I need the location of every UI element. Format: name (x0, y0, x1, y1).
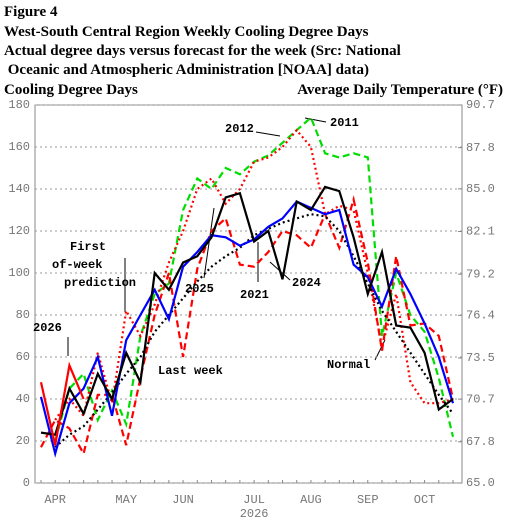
y2-tick-label: 79.2 (466, 267, 495, 281)
x-tick-label: APR (44, 493, 66, 507)
y-tick-label: 80 (16, 308, 30, 322)
y2-tick-label: 73.5 (466, 351, 495, 365)
y-tick-label: 40 (16, 392, 30, 406)
x-tick-label: OCT (414, 493, 436, 507)
y2-tick-label: 67.8 (466, 435, 495, 449)
y2-tick-label: 70.7 (466, 392, 495, 406)
series-line (39, 200, 455, 458)
plot-frame (34, 104, 463, 484)
series-line (54, 128, 454, 421)
y2-tick-label: 76.4 (466, 308, 495, 322)
annotation: Last week (158, 364, 223, 378)
series-line (40, 195, 455, 457)
y-tick-label: 160 (8, 140, 30, 154)
series-label: 2024 (292, 276, 321, 290)
series-label: 2012 (225, 122, 254, 136)
annotation: First (70, 240, 106, 254)
series-label: 2025 (185, 282, 214, 296)
year-label: 2026 (240, 507, 269, 521)
series-line (39, 361, 85, 446)
y-tick-label: 120 (8, 224, 30, 238)
subtitle: Oceanic and Atmospheric Administration [… (4, 62, 369, 78)
y2-tick-label: 90.7 (466, 98, 495, 112)
y-tick-label: 0 (23, 476, 30, 490)
annotation: of-week (52, 258, 102, 272)
y2-tick-label: 87.8 (466, 141, 495, 155)
y-axis-label: Cooling Degree Days (4, 82, 138, 98)
annotation: prediction (64, 276, 136, 290)
y2-axis-label: Average Daily Temperature (°F) (297, 82, 503, 98)
series-line (54, 213, 454, 449)
y-tick-label: 180 (8, 98, 30, 112)
x-tick-label: SEP (357, 493, 379, 507)
x-tick-label: JUN (172, 493, 194, 507)
series-label: 2011 (330, 116, 359, 130)
series-label: Normal (327, 358, 370, 372)
y-tick-label: 100 (8, 266, 30, 280)
y2-tick-label: 65.0 (466, 476, 495, 490)
chart-title: Figure 4 (4, 4, 58, 20)
x-tick-label: JUL (243, 493, 265, 507)
y-tick-label: 140 (8, 182, 30, 196)
series-line (40, 185, 454, 436)
subtitle: West-South Central Region Weekly Cooling… (4, 24, 369, 40)
series-label: 2026 (33, 321, 62, 335)
y-tick-label: 60 (16, 350, 30, 364)
series-label: 2021 (240, 288, 269, 302)
y-tick-label: 20 (16, 434, 30, 448)
subtitle: Actual degree days versus forecast for t… (4, 43, 401, 59)
y2-tick-label: 82.1 (466, 225, 495, 239)
y2-tick-label: 85.0 (466, 182, 495, 196)
x-tick-label: AUG (300, 493, 322, 507)
x-tick-label: MAY (115, 493, 137, 507)
